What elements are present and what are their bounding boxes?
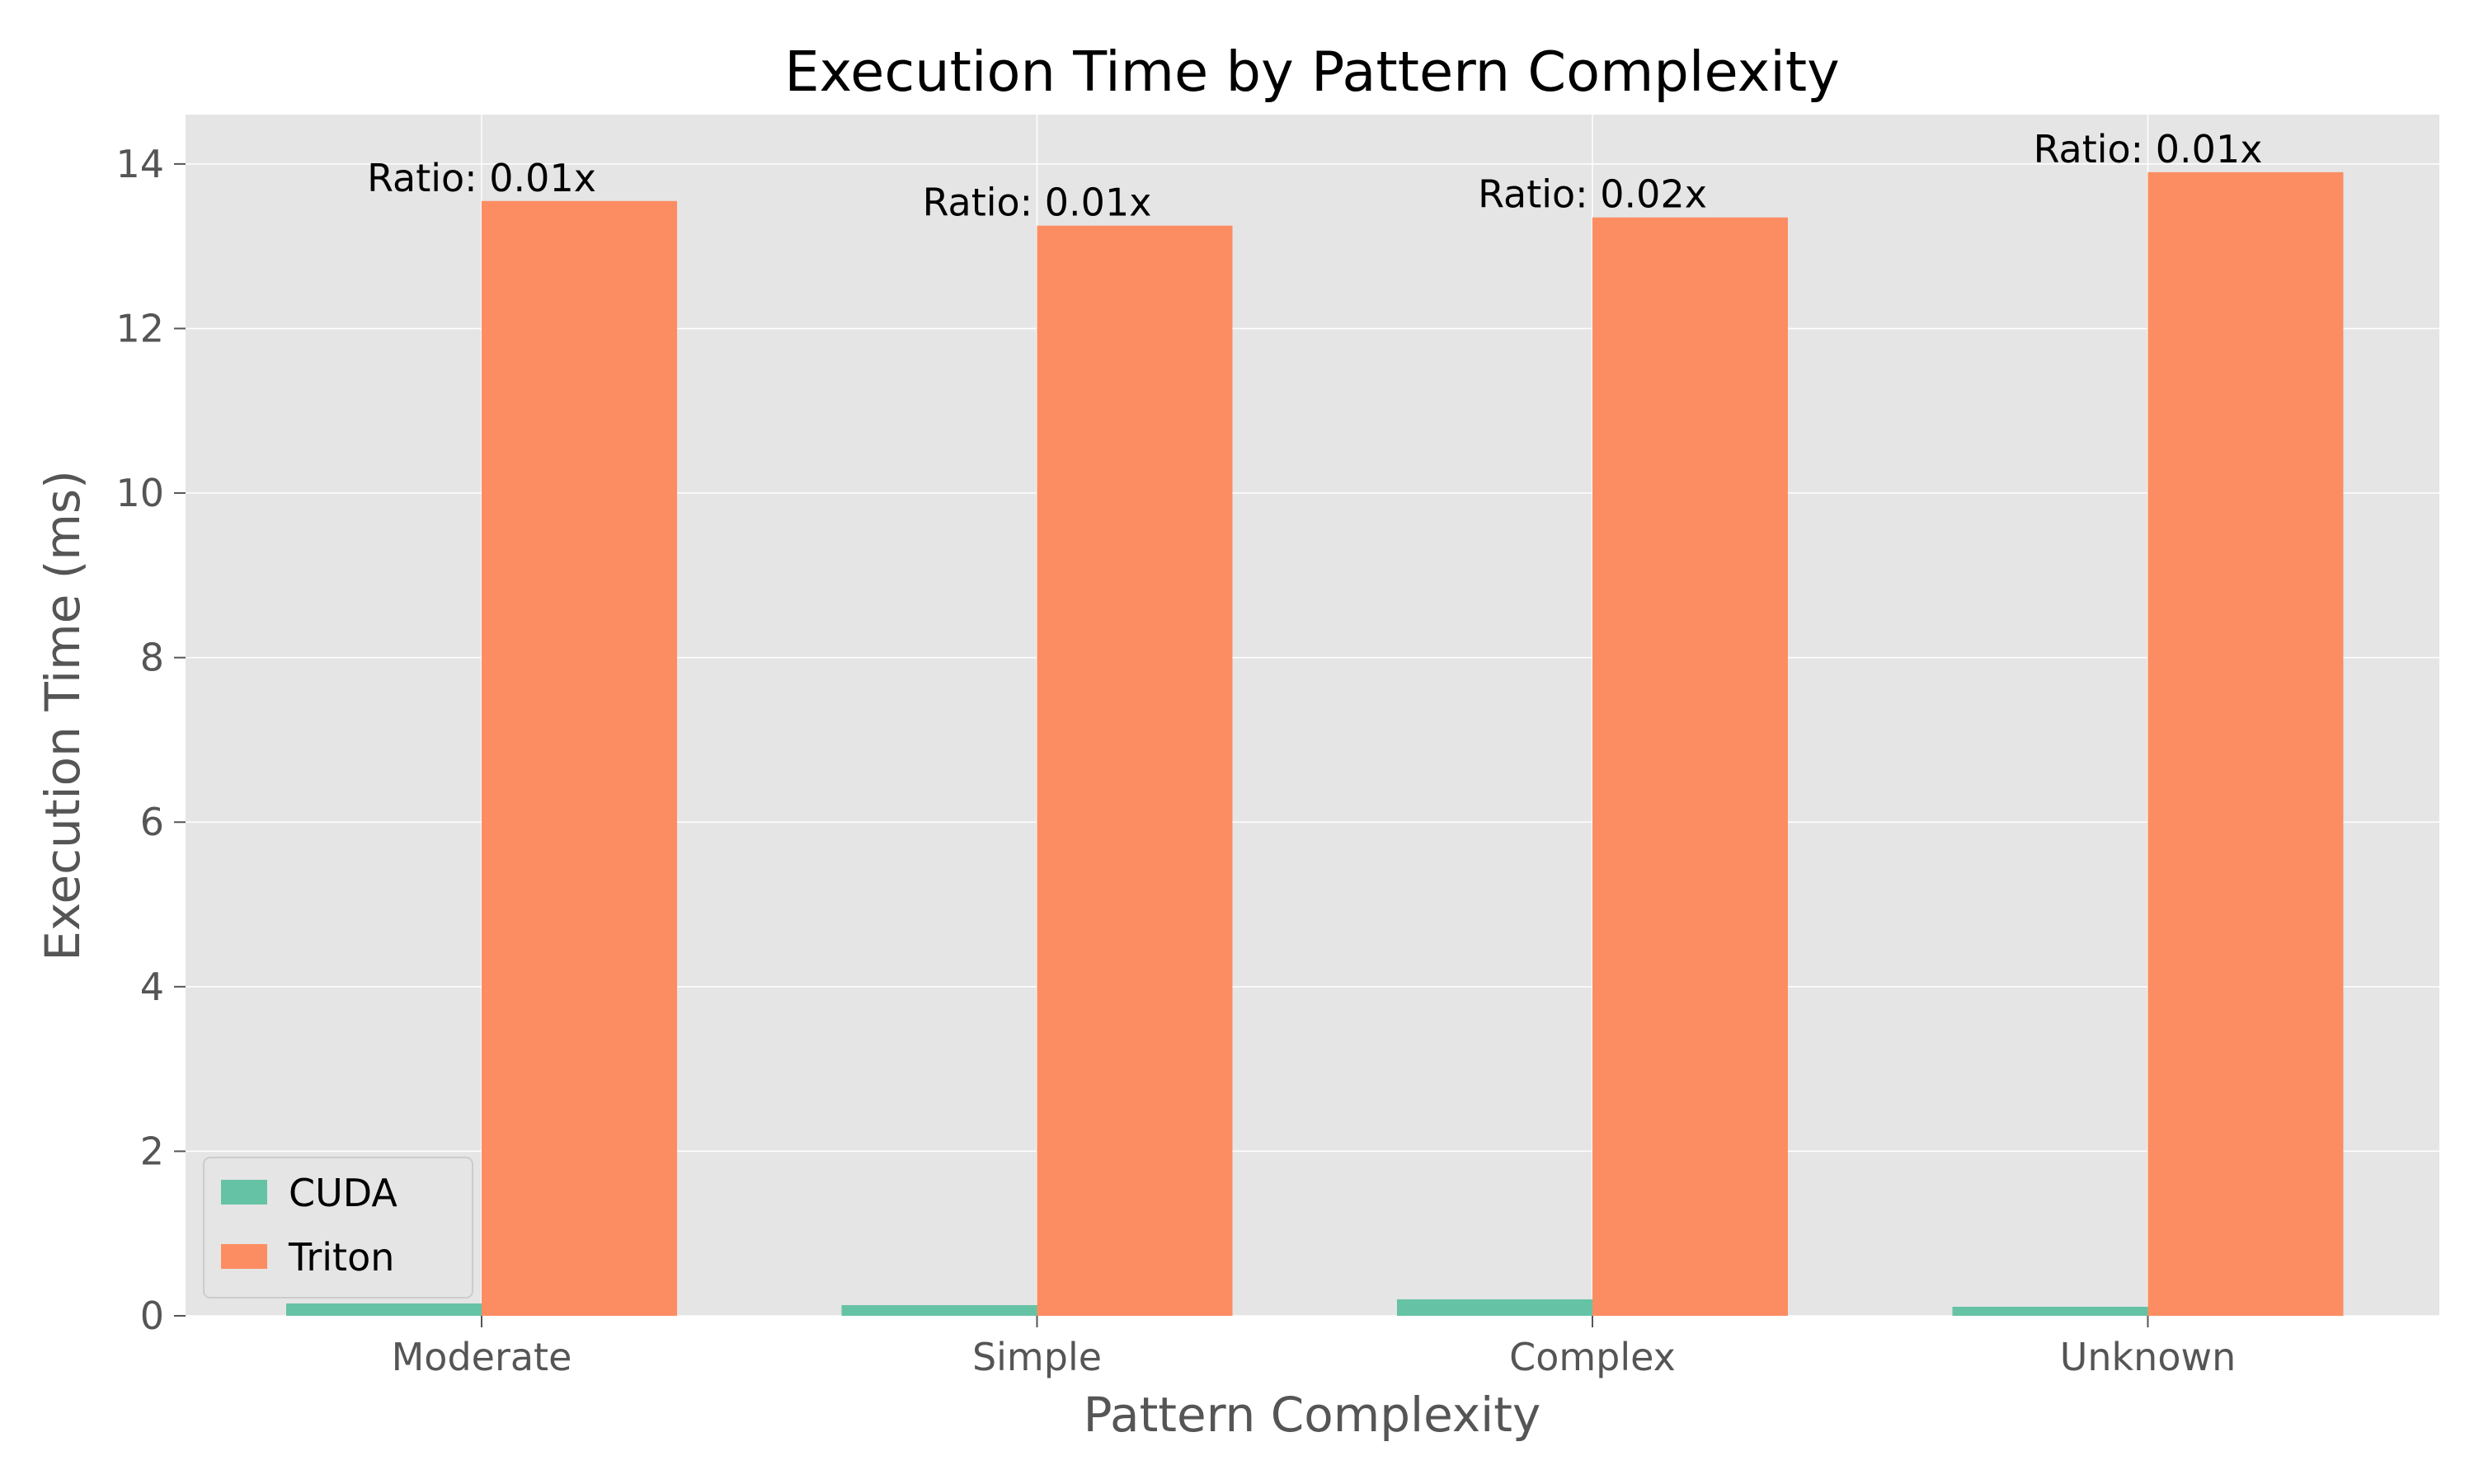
chart-title: Execution Time by Pattern Complexity	[784, 40, 1840, 104]
bar-triton-moderate	[482, 200, 677, 1317]
ratio-annotation: Ratio: 0.01x	[923, 181, 1152, 225]
y-tick-label: 10	[115, 471, 164, 515]
bar-cuda-unknown	[1952, 1307, 2148, 1316]
bars	[286, 171, 2344, 1317]
bar-cuda-simple	[841, 1305, 1037, 1316]
x-tick-label: Simple	[972, 1335, 1102, 1379]
y-tick-label: 0	[140, 1294, 164, 1338]
bar-cuda-complex	[1397, 1299, 1592, 1316]
x-tick-label: Moderate	[392, 1335, 572, 1379]
x-axis-ticks: Moderate Simple Complex Unknown	[392, 1316, 2236, 1379]
legend: CUDA Triton	[203, 1157, 473, 1298]
legend-swatch-cuda	[221, 1180, 267, 1205]
ratio-annotations: Ratio: 0.01x Ratio: 0.01x Ratio: 0.02x Rati…	[367, 127, 2262, 225]
y-tick-label: 12	[115, 306, 164, 350]
y-tick-label: 8	[140, 636, 164, 680]
legend-swatch-triton	[221, 1244, 267, 1269]
x-axis-label: Pattern Complexity	[1084, 1387, 1541, 1443]
ratio-annotation: Ratio: 0.01x	[2034, 127, 2263, 171]
legend-label-triton: Triton	[288, 1235, 394, 1280]
bar-triton-unknown	[2147, 171, 2344, 1316]
y-tick-label: 4	[140, 965, 164, 1009]
ratio-annotation: Ratio: 0.02x	[1478, 172, 1707, 217]
x-tick-label: Complex	[1509, 1335, 1676, 1379]
y-axis-ticks: 0 2 4 6 8 10 12 14	[115, 142, 186, 1338]
bar-triton-simple	[1037, 225, 1233, 1316]
legend-box	[203, 1157, 473, 1298]
legend-label-cuda: CUDA	[289, 1171, 397, 1215]
y-tick-label: 2	[140, 1129, 164, 1173]
bar-cuda-moderate	[286, 1303, 482, 1316]
x-tick-label: Unknown	[2060, 1335, 2236, 1379]
y-axis-label: Execution Time (ms)	[35, 470, 91, 960]
y-tick-label: 14	[115, 142, 164, 186]
ratio-annotation: Ratio: 0.01x	[367, 156, 596, 200]
bar-triton-complex	[1592, 217, 1788, 1316]
y-tick-label: 6	[140, 800, 164, 844]
